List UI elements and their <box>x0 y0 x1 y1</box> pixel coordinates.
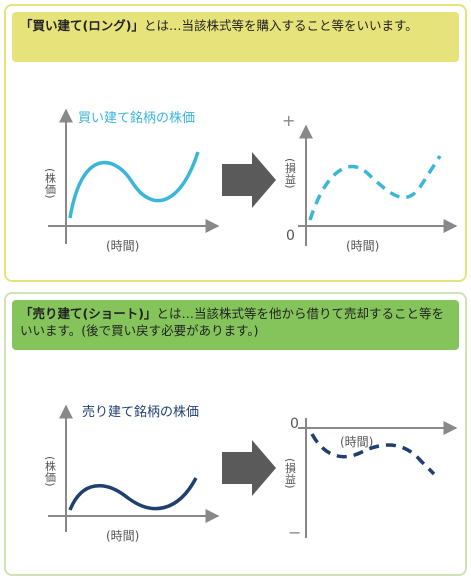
short-price-xlabel: (時間) <box>106 529 139 543</box>
long-pl-xlabel: (時間) <box>346 239 379 253</box>
long-chart-title: 買い建て銘柄の株価 <box>78 111 195 126</box>
short-diagram: 売り建て銘柄の株価 (株価) (時間) 0 (時間) (損益) − <box>44 404 458 543</box>
short-price-curve <box>68 477 198 511</box>
short-definition-banner: 「売り建て(ショート)」とは…当該株式等を他から借りて売却すること等をいいます。… <box>12 300 459 350</box>
long-pl-ylabel: (損益) <box>284 158 297 189</box>
long-definition: とは…当該株式等を購入すること等をいいます。 <box>143 18 418 33</box>
long-pl-zero: 0 <box>286 228 295 244</box>
long-diagram: 買い建て銘柄の株価 (株価) (時間) + 0 (損益) (時間) <box>44 108 458 253</box>
long-price-ylabel: (株価) <box>44 168 57 199</box>
long-pl-curve <box>308 155 442 221</box>
short-term: 「売り建て(ショート)」 <box>20 306 157 321</box>
short-definition: とは…当該株式等を他から借りて売却すること等をいいます。(後で買い戻す必要があり… <box>20 306 444 338</box>
short-chart-title: 売り建て銘柄の株価 <box>82 404 199 420</box>
short-sign-minus: − <box>288 523 301 542</box>
right-arrow-icon <box>222 152 276 208</box>
short-pl-zero: 0 <box>290 416 299 432</box>
short-pl-ylabel: (損益) <box>284 458 297 489</box>
short-pl-xlabel: (時間) <box>340 435 373 449</box>
short-position-panel: 「売り建て(ショート)」とは…当該株式等を他から借りて売却すること等をいいます。… <box>4 292 467 576</box>
short-pl-curve <box>310 433 436 476</box>
long-price-curve <box>68 151 200 219</box>
right-arrow-icon <box>222 440 276 496</box>
short-price-ylabel: (株価) <box>44 456 57 487</box>
long-definition-banner: 「買い建て(ロング)」とは…当該株式等を購入すること等をいいます。 <box>12 12 459 62</box>
long-price-xlabel: (時間) <box>106 239 139 253</box>
long-term: 「買い建て(ロング)」 <box>20 18 144 33</box>
long-position-panel: 「買い建て(ロング)」とは…当該株式等を購入すること等をいいます。 買い建て銘柄… <box>4 4 467 282</box>
long-sign-plus: + <box>282 111 295 130</box>
